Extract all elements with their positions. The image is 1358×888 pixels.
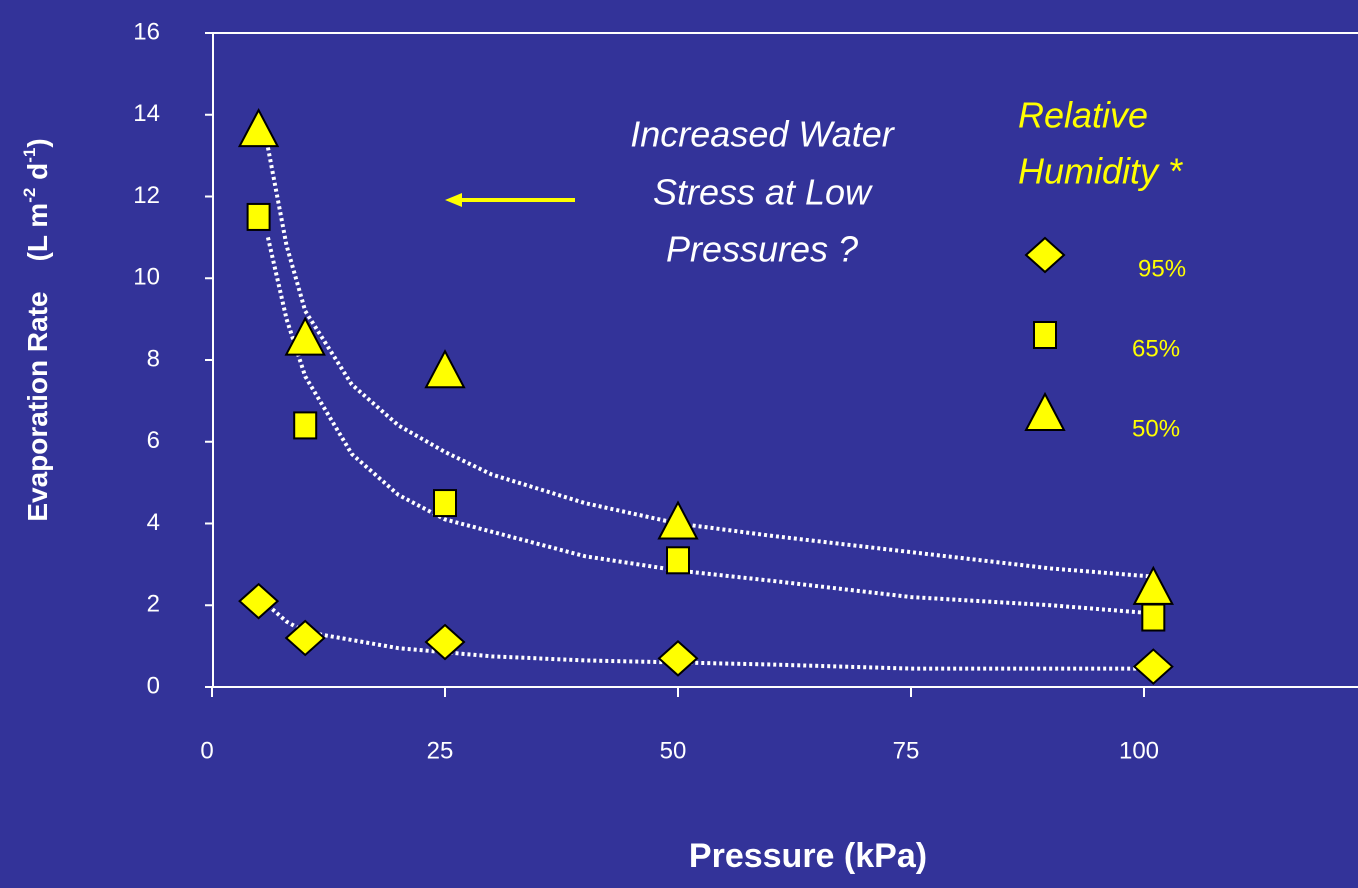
arrow-head	[445, 193, 462, 207]
marker	[657, 500, 699, 540]
y-tick-label: 6	[147, 427, 160, 454]
trendline	[265, 147, 1154, 579]
legend-marker	[1033, 321, 1057, 349]
y-tick-label: 8	[147, 345, 160, 372]
marker	[293, 411, 318, 440]
marker	[284, 316, 326, 356]
y-axis-label-part: d	[22, 163, 53, 188]
legend-label: 65%	[1132, 335, 1180, 362]
marker	[424, 349, 466, 389]
marker	[433, 489, 457, 518]
y-tick-label: 10	[133, 264, 160, 291]
marker	[657, 640, 699, 677]
legend-label: 50%	[1132, 415, 1180, 442]
x-tick-label: 0	[200, 737, 213, 764]
legend-marker	[1024, 236, 1066, 274]
y-axis-label-part: Evaporation Rate	[22, 291, 53, 521]
y-tick-label: 4	[147, 509, 160, 536]
marker	[424, 623, 466, 661]
y-tick-label: 16	[133, 18, 160, 45]
marker	[238, 582, 280, 620]
x-tick-label: 100	[1119, 737, 1159, 764]
x-tick-label: 50	[660, 737, 687, 764]
y-axis-label-part: -1	[20, 148, 39, 163]
legend-title: Humidity *	[1018, 151, 1183, 192]
trendline	[266, 603, 1154, 671]
y-axis-label: Evaporation Rate (L m-2 d-1)	[20, 138, 53, 521]
marker	[246, 202, 271, 231]
y-tick-label: 12	[133, 182, 160, 209]
marker	[1132, 648, 1174, 685]
annotation: Pressures ?	[666, 229, 858, 270]
x-axis-label: Pressure (kPa)	[689, 837, 927, 875]
x-tick-label: 75	[893, 737, 920, 764]
y-axis-label-part: -2	[20, 188, 39, 203]
y-tick-label: 0	[147, 672, 160, 699]
annotation: Increased Water	[630, 114, 895, 155]
trendline	[265, 236, 1154, 616]
legend-label: 95%	[1138, 255, 1186, 282]
marker	[1132, 565, 1174, 605]
marker	[237, 107, 280, 148]
y-tick-label: 2	[147, 591, 160, 618]
y-axis-label-part: )	[22, 138, 53, 147]
annotation: Stress at Low	[653, 172, 873, 213]
legend-title: Relative	[1018, 95, 1148, 136]
y-tick-label: 14	[133, 100, 160, 127]
marker	[666, 546, 690, 575]
marker	[1141, 603, 1166, 632]
x-tick-label: 25	[427, 737, 454, 764]
marker	[284, 619, 326, 657]
y-axis-label-part: (L m	[22, 203, 53, 262]
legend-marker	[1024, 391, 1066, 431]
